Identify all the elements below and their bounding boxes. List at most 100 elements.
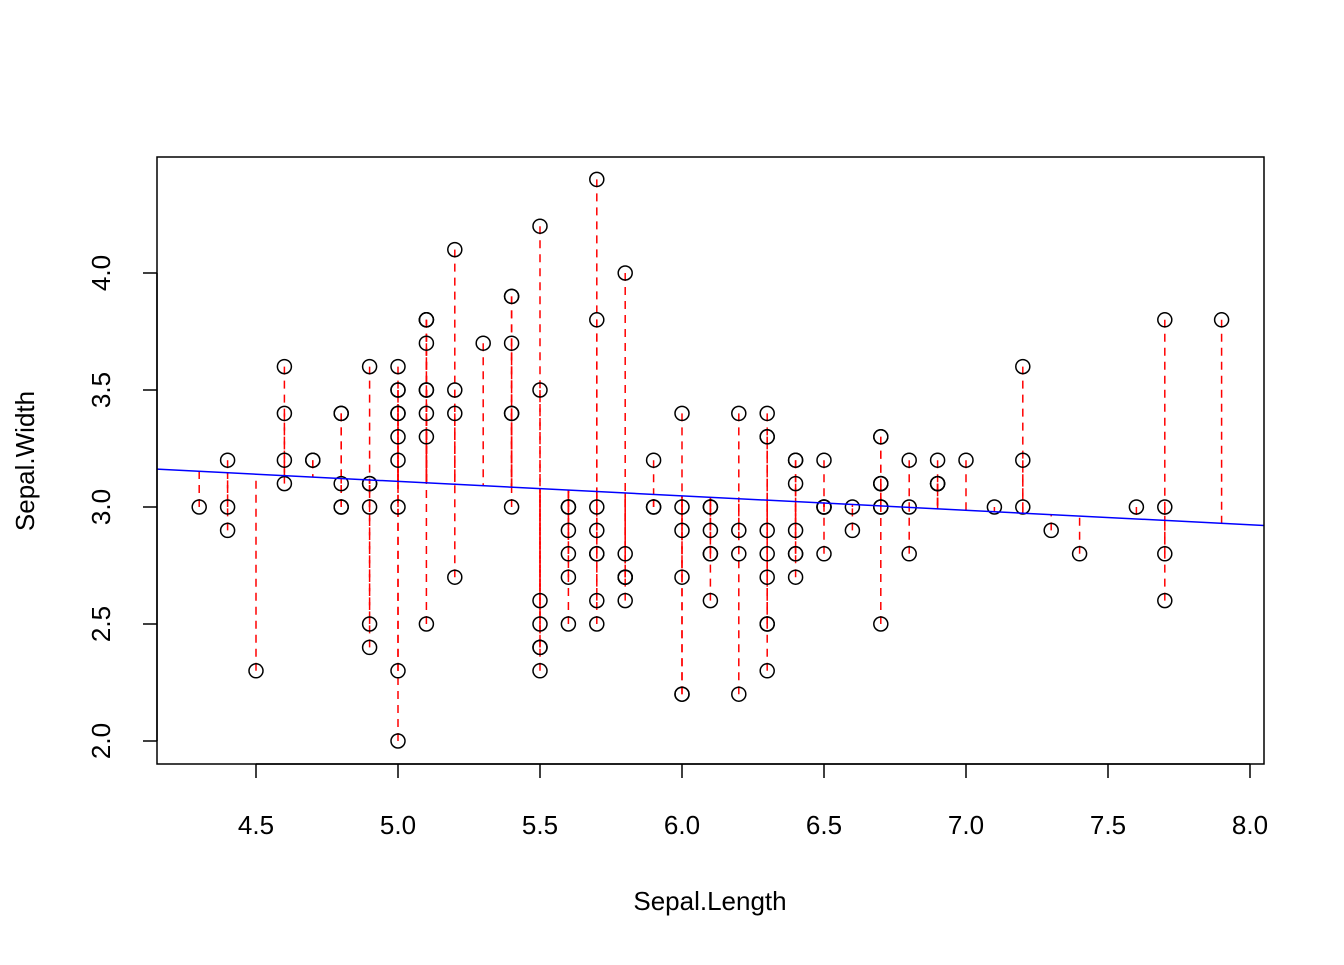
data-point [418,382,435,398]
y-tick-label: 3.5 [86,372,116,408]
data-point [276,405,293,422]
data-point [816,452,832,468]
data-points [191,171,1230,749]
y-tick-label: 4.0 [86,255,116,291]
data-point [390,663,406,679]
data-point [333,499,349,515]
data-point [305,452,321,468]
data-point [873,616,889,632]
x-tick-label: 6.0 [664,810,700,840]
data-point [532,663,548,679]
x-tick-label: 8.0 [1232,810,1268,840]
plot-frame [156,156,1265,765]
data-point [276,475,293,492]
data-point [390,499,406,515]
data-point [532,592,548,609]
y-axis: 2.0 2.5 3.0 3.5 4.0 [86,255,158,759]
data-point [248,663,264,679]
data-point [219,452,236,468]
data-point [674,499,690,515]
data-point [1157,312,1173,328]
data-point [702,592,719,609]
data-point [361,499,378,515]
data-point [702,522,719,539]
y-axis-label: Sepal.Width [10,391,40,531]
data-point [361,358,378,375]
data-point [589,312,605,328]
data-point [447,569,463,585]
data-point [390,429,406,445]
data-point [418,616,435,632]
data-point [759,616,775,632]
data-point [787,452,804,468]
data-point [361,616,378,632]
data-point [787,569,804,585]
data-point [1015,452,1031,468]
data-point [986,499,1003,515]
data-point [475,335,491,351]
data-point [929,452,946,468]
data-point [787,522,804,539]
data-point [759,429,775,445]
data-point [816,499,832,515]
data-point [447,405,463,422]
data-point [731,686,747,702]
x-tick-label: 6.5 [806,810,842,840]
data-point [674,569,690,585]
data-point [674,522,690,539]
residual-lines [198,179,1223,741]
data-point [361,475,378,492]
data-point [1157,546,1173,562]
data-point [418,405,435,422]
x-axis-label: Sepal.Length [633,886,786,916]
data-point [1213,312,1230,328]
data-point [1015,499,1031,515]
data-point [674,405,690,422]
data-point [560,546,577,562]
x-axis: 4.5 5.0 5.5 6.0 6.5 7.0 7.5 8.0 [238,763,1268,840]
data-point [503,499,520,515]
data-point [503,405,520,422]
data-point [929,475,946,492]
data-point [276,358,293,375]
data-point [702,546,719,562]
data-point [390,358,406,375]
data-point [560,569,577,585]
data-point [589,522,605,539]
data-point [759,522,775,539]
x-tick-label: 7.0 [948,810,984,840]
data-point [787,475,804,492]
data-point [560,522,577,539]
data-point [418,429,435,445]
data-point [560,499,577,515]
data-point [787,546,804,562]
data-point [1043,522,1059,539]
y-tick-label: 3.0 [86,489,116,525]
data-point [532,639,548,656]
data-point [447,382,463,398]
data-point [333,475,349,492]
data-point [901,546,917,562]
data-point [759,546,775,562]
data-point [617,592,633,609]
data-point [731,522,747,539]
data-point [503,288,520,305]
data-point [844,499,861,515]
data-point [390,733,406,749]
data-point [589,616,605,632]
data-point [844,522,861,539]
data-point [731,546,747,562]
data-point [816,546,832,562]
data-point [560,616,577,632]
data-point [702,499,719,515]
data-point [219,522,236,539]
data-point [503,335,520,351]
data-point [1157,592,1173,609]
data-point [219,499,236,515]
y-tick-label: 2.5 [86,606,116,642]
data-point [390,405,406,422]
x-tick-label: 5.0 [380,810,416,840]
data-point [1071,546,1088,562]
data-point [617,569,633,585]
data-point [589,592,605,609]
